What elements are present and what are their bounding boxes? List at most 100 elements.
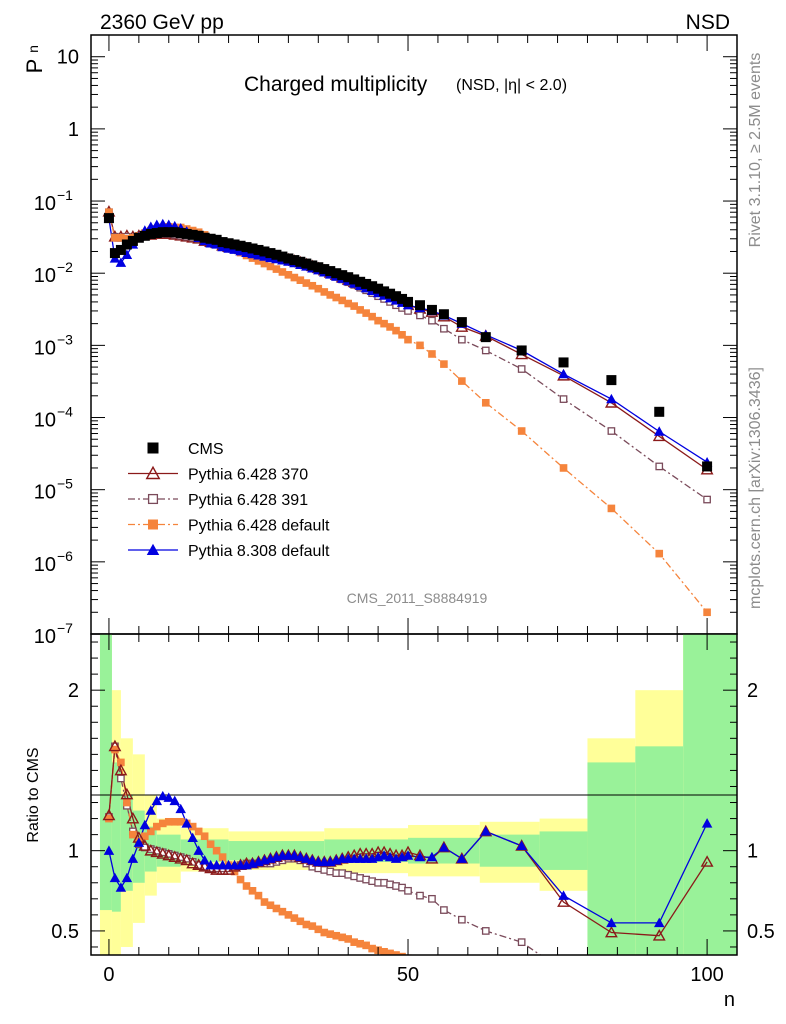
ratio-point-pythia-8-308-default-7 <box>145 805 157 815</box>
top-point-cms-19 <box>217 237 228 248</box>
ratio-point-pythia-6-428-default-47 <box>386 949 394 955</box>
top-ylabel: P <box>22 59 47 74</box>
top-point-cms-15 <box>193 230 204 241</box>
top-point-pythia-6-428-391-69 <box>517 365 526 373</box>
top-point-cms-10 <box>163 227 174 238</box>
ratio-point-pythia-6-428-default-16 <box>200 832 209 841</box>
top-point-cms-16 <box>199 232 210 243</box>
ratio-point-pythia-6-428-default-56 <box>440 969 448 977</box>
ratio-point-pythia-8-308-default-5 <box>133 837 145 847</box>
bottom-ytick-label: 0.5 <box>51 921 79 943</box>
top-point-cms-69 <box>516 345 527 356</box>
top-point-pythia-6-428-default-30 <box>284 271 293 279</box>
top-point-pythia-6-428-default-44 <box>368 312 376 321</box>
ratio-point-pythia-6-428-default-4 <box>129 830 137 839</box>
top-ytick-label: 10 <box>57 47 79 69</box>
top-point-cms-40 <box>343 272 354 283</box>
top-point-pythia-6-428-default-35 <box>314 284 323 293</box>
ratio-point-pythia-6-428-370-100 <box>700 855 714 867</box>
top-point-pythia-6-428-391-54 <box>428 316 436 325</box>
ratio-point-pythia-8-308-default-46 <box>378 850 390 860</box>
ratio-point-pythia-6-428-default-37 <box>326 930 335 938</box>
ratio-point-pythia-6-428-370-10 <box>162 848 176 861</box>
top-point-pythia-6-428-default-100 <box>703 608 711 617</box>
ratio-point-pythia-6-428-default-27 <box>266 901 275 910</box>
legend-label-cms: CMS <box>188 441 224 458</box>
top-point-cms-3 <box>121 239 132 250</box>
ratio-point-pythia-6-428-370-11 <box>168 850 182 862</box>
ratio-point-pythia-8-308-default-2 <box>115 882 127 892</box>
uncertainty-band-inner-10 <box>479 834 540 867</box>
ratio-point-pythia-6-428-370-14 <box>186 856 200 869</box>
ratio-point-pythia-6-428-default-15 <box>194 827 203 836</box>
ratio-point-pythia-6-428-default-9 <box>158 819 167 828</box>
top-point-cms-21 <box>229 239 240 250</box>
top-point-cms-29 <box>277 251 288 262</box>
top-point-cms-2 <box>115 244 126 255</box>
top-point-pythia-8-308-default-3 <box>121 249 133 259</box>
ratio-point-pythia-6-428-default-11 <box>170 817 179 826</box>
ratio-point-pythia-6-428-default-1 <box>111 745 119 754</box>
top-point-pythia-6-428-default-40 <box>344 299 353 308</box>
top-point-cms-27 <box>265 248 276 259</box>
top-ytick-label: 10 <box>34 337 56 359</box>
ratio-point-pythia-8-308-default-50 <box>402 850 414 860</box>
ratio-point-pythia-6-428-default-49 <box>398 952 406 955</box>
ratio-point-pythia-6-428-default-26 <box>260 898 269 906</box>
ratio-point-pythia-6-428-370-2 <box>114 763 128 776</box>
ratio-point-pythia-6-428-370-4 <box>126 811 140 824</box>
ratio-point-pythia-6-428-default-63 <box>482 983 490 991</box>
top-point-cms-18 <box>211 234 222 245</box>
uncertainty-band-inner-1 <box>111 762 121 912</box>
top-point-pythia-6-428-default-37 <box>326 291 335 299</box>
top-point-pythia-6-428-391-63 <box>481 346 490 355</box>
top-point-pythia-6-428-391-100 <box>703 495 711 504</box>
top-point-pythia-6-428-default-54 <box>428 350 436 358</box>
top-point-pythia-6-428-391-76 <box>559 395 568 403</box>
ratio-point-pythia-8-308-default-34 <box>307 855 318 865</box>
ratio-point-pythia-6-428-391-63 <box>481 927 490 935</box>
top-point-cms-45 <box>373 283 384 294</box>
top-point-pythia-6-428-default-43 <box>362 309 370 317</box>
ratio-point-pythia-6-428-391-84 <box>608 986 614 992</box>
top-ytick-exponent: −7 <box>57 620 73 636</box>
top-point-cms-25 <box>253 244 264 255</box>
top-ytick-label: 10 <box>34 554 56 576</box>
ratio-point-pythia-6-428-default-41 <box>350 938 358 946</box>
top-ytick-label: 10 <box>34 482 56 504</box>
top-point-cms-26 <box>259 246 270 257</box>
ratio-point-pythia-6-428-default-40 <box>344 935 353 943</box>
top-point-cms-17 <box>205 233 216 244</box>
bottom-ylabel: Ratio to CMS <box>25 747 42 842</box>
top-point-cms-84 <box>606 375 617 386</box>
ratio-point-pythia-6-428-default-33 <box>302 920 311 929</box>
ratio-point-pythia-6-428-default-92 <box>655 1006 663 1014</box>
top-point-pythia-6-428-370-92 <box>652 429 666 442</box>
top-point-pythia-6-428-default-59 <box>458 377 466 385</box>
legend-marker-pythia-6-428-default <box>148 519 158 530</box>
top-point-cms-5 <box>133 232 144 243</box>
top-point-pythia-6-428-default-50 <box>404 335 412 344</box>
ratio-point-pythia-6-428-default-10 <box>164 817 173 826</box>
ratio-point-pythia-8-308-default-10 <box>163 792 175 802</box>
top-point-pythia-6-428-default-3 <box>123 234 131 243</box>
legend-marker-pythia-6-428-370 <box>145 465 161 480</box>
bottom-frame <box>90 633 738 956</box>
top-point-cms-13 <box>181 228 192 239</box>
top-ytick-exponent: −3 <box>57 331 73 347</box>
top-ytick-label: 10 <box>34 265 56 287</box>
ratio-point-pythia-6-428-default-22 <box>236 875 245 884</box>
top-point-cms-24 <box>247 243 258 254</box>
top-point-cms-59 <box>456 317 467 328</box>
ratio-point-pythia-8-308-default-47 <box>384 851 396 862</box>
ratio-point-pythia-8-308-default-76 <box>558 890 569 900</box>
bottom-ytick-label-right: 0.5 <box>747 921 775 943</box>
ratio-point-pythia-8-308-default-1 <box>109 872 121 883</box>
ratio-point-pythia-8-308-default-11 <box>169 795 180 806</box>
ratio-point-pythia-6-428-default-84 <box>608 1003 616 1011</box>
top-ylabel-sub: n <box>25 45 41 53</box>
ratio-point-pythia-6-428-default-42 <box>356 939 364 948</box>
ratio-point-pythia-6-428-391-2 <box>117 774 125 783</box>
top-point-cms-52 <box>414 300 425 311</box>
